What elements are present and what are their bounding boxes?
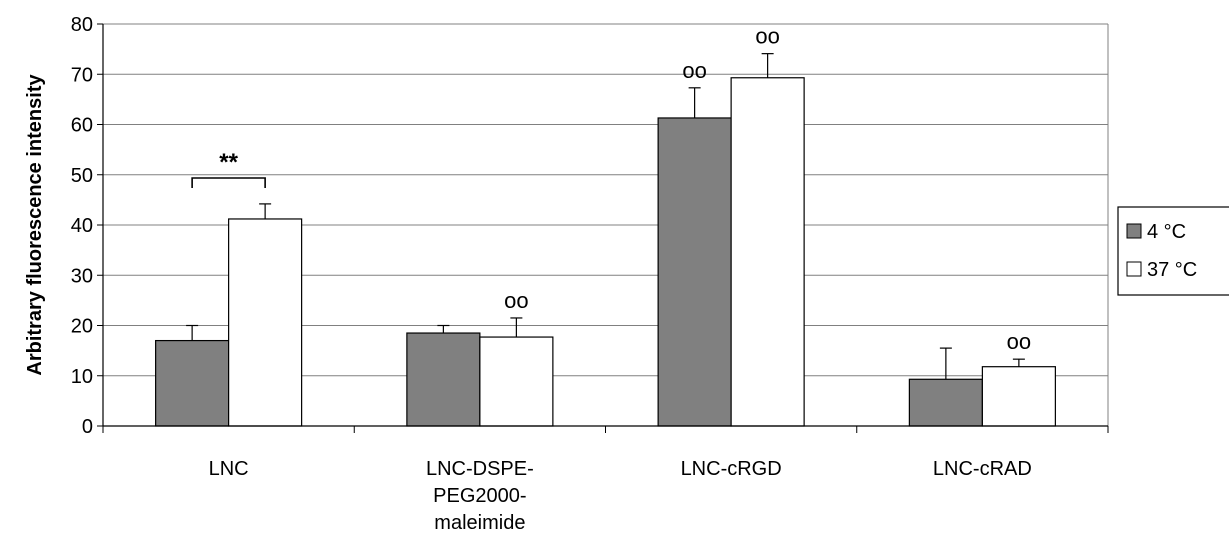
legend-label: 4 °C bbox=[1147, 221, 1186, 243]
significance-bracket bbox=[191, 177, 266, 188]
bar bbox=[730, 77, 805, 427]
y-axis-label: Arbitrary fluorescence intensity bbox=[24, 74, 46, 376]
y-tick-label: 80 bbox=[71, 14, 93, 36]
significance-marker: oo bbox=[1007, 329, 1031, 354]
x-tick-labels: LNC LNC-DSPE-PEG2000-maleimide LNC-cRGD LNC… bbox=[209, 458, 1032, 534]
significance-marker: oo bbox=[504, 288, 528, 313]
bars bbox=[155, 77, 1056, 427]
bar bbox=[657, 117, 732, 427]
significance-markers: oo oo oo oo ** bbox=[191, 24, 1031, 354]
y-tick-label: 10 bbox=[71, 366, 93, 388]
bar bbox=[155, 339, 230, 427]
x-tick-label: LNC-cRGD bbox=[681, 458, 782, 480]
x-tick-label: LNC-cRAD bbox=[933, 458, 1032, 480]
legend-box bbox=[1117, 206, 1229, 296]
y-tick-labels: 0 10 20 30 40 50 60 70 80 bbox=[71, 14, 93, 438]
y-tick-label: 40 bbox=[71, 215, 93, 237]
significance-stars: ** bbox=[219, 149, 238, 176]
y-tick-label: 0 bbox=[82, 416, 93, 438]
legend-swatch bbox=[1126, 223, 1142, 239]
significance-marker: oo bbox=[755, 24, 779, 49]
y-tick-label: 30 bbox=[71, 265, 93, 287]
bar bbox=[908, 378, 983, 427]
bar bbox=[981, 366, 1056, 427]
error-bars bbox=[186, 53, 1025, 380]
bar bbox=[479, 336, 554, 427]
axes bbox=[97, 23, 1109, 433]
y-tick-label: 60 bbox=[71, 115, 93, 137]
y-tick-label: 20 bbox=[71, 316, 93, 338]
x-tick-label: LNC-DSPE-PEG2000-maleimide bbox=[426, 458, 534, 534]
x-tick-label: LNC bbox=[209, 458, 249, 480]
y-tick-label: 70 bbox=[71, 64, 93, 86]
bar bbox=[228, 218, 303, 427]
legend: 4 °C 37 °C bbox=[1117, 206, 1229, 296]
y-tick-label: 50 bbox=[71, 165, 93, 187]
significance-marker: oo bbox=[682, 58, 706, 83]
bar bbox=[406, 332, 481, 427]
legend-label: 37 °C bbox=[1147, 259, 1197, 281]
legend-swatch bbox=[1126, 261, 1142, 277]
